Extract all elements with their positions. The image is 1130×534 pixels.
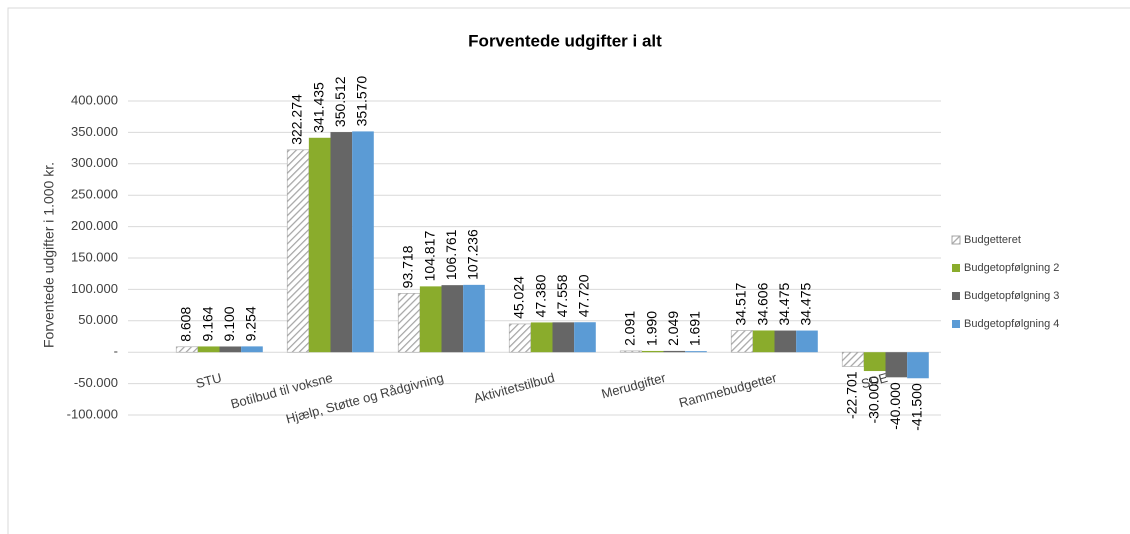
data-label: 106.761 [443,229,459,280]
x-tick-label: Merudgifter [600,370,668,402]
bar [619,350,643,353]
data-label: 2.091 [622,311,638,346]
bar [885,352,908,378]
data-label: 1.990 [643,311,659,346]
y-tick-label: 50.000 [78,312,118,327]
x-tick-label: Rammebudgetter [677,370,779,411]
data-label: 341.435 [310,82,326,133]
data-label: 107.236 [465,229,481,280]
chart-frame [7,7,1130,534]
bar [552,322,575,353]
legend-label: Budgetopfølgning 3 [964,290,1059,302]
bar [286,149,310,353]
y-tick-label: -100.000 [67,406,118,421]
legend-swatch [951,235,961,245]
bar [530,322,553,353]
bar [863,352,886,372]
y-tick-label: 150.000 [71,249,118,264]
bar [574,322,596,353]
data-label: 9.254 [243,306,259,341]
data-label: 47.720 [576,274,592,317]
bar [219,346,242,353]
data-label: 47.558 [554,274,570,317]
bar [663,350,686,353]
data-label: 45.024 [511,276,527,319]
data-label: 351.570 [354,76,370,127]
bar [397,293,421,353]
bar [463,284,485,353]
data-label: 2.049 [665,311,681,346]
bar [907,352,929,379]
data-label: 47.380 [532,274,548,317]
data-label: 1.691 [687,311,703,346]
data-label: 34.475 [798,283,814,326]
legend-swatch [952,292,960,300]
data-label: 9.100 [221,306,237,341]
data-label: 34.517 [733,282,749,325]
bar [419,286,442,353]
bar [730,330,754,353]
x-tick-label: STU [194,370,223,391]
x-tick-label: Aktivitetstilbud [472,370,556,406]
data-label: -41.500 [909,383,925,431]
data-label: 9.164 [199,306,215,341]
y-tick-label: 400.000 [71,92,118,107]
data-label: 350.512 [332,76,348,127]
y-tick-label: 300.000 [71,155,118,170]
data-label: -30.000 [865,376,881,424]
y-tick-label: 100.000 [71,281,118,296]
legend-swatch [952,264,960,272]
bar [330,132,353,353]
data-label: 34.606 [754,282,770,325]
y-tick-label: 350.000 [71,124,118,139]
data-label: 322.274 [289,94,305,145]
bar [197,346,220,353]
y-axis-title: Forventede udgifter i 1.000 kr. [41,162,57,348]
bar [774,330,797,353]
bar [685,351,707,353]
x-tick-label: SDE [859,370,889,391]
y-tick-label: -50.000 [74,375,118,390]
data-label: 8.608 [178,307,194,342]
data-label: 34.475 [776,283,792,326]
bar [796,330,818,353]
bar [841,351,865,367]
chart-title: Forventede udgifter i alt [468,31,662,50]
y-tick-label: 200.000 [71,218,118,233]
y-tick-label: 250.000 [71,187,118,202]
bar [508,323,532,353]
bar [241,346,263,353]
bar [641,350,664,353]
bar [175,346,199,353]
legend-label: Budgetopfølgning 4 [964,318,1059,330]
bar [308,137,331,353]
y-tick-label: - [114,344,118,359]
legend-swatch [952,320,960,328]
data-label: -40.000 [887,382,903,430]
bar [352,131,374,353]
data-label: 93.718 [400,245,416,288]
legend-label: Budgetopfølgning 2 [964,262,1059,274]
data-label: 104.817 [421,231,437,282]
data-label: -22.701 [844,371,860,419]
legend-label: Budgetteret [964,234,1021,246]
bar [752,330,775,353]
bar [441,285,464,353]
